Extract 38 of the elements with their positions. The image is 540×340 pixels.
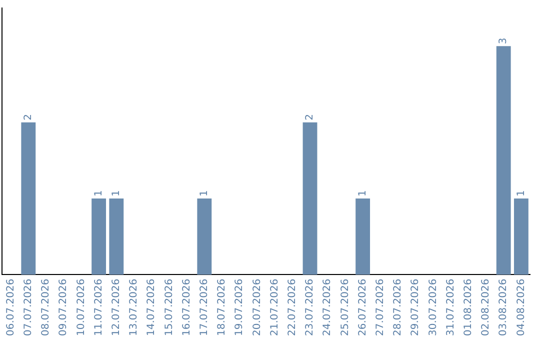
x-tick-label: 23.07.2026 — [304, 278, 316, 336]
x-tick-label: 06.07.2026 — [5, 278, 16, 336]
x-tick-label: 07.07.2026 — [22, 278, 34, 336]
x-tick-label: 08.07.2026 — [40, 278, 52, 336]
x-tick-label: 29.07.2026 — [410, 278, 422, 336]
x-tick-label: 09.07.2026 — [58, 278, 70, 336]
data-label: 1 — [198, 190, 210, 197]
x-tick-label: 11.07.2026 — [93, 278, 104, 336]
x-tick-label: 21.07.2026 — [269, 278, 280, 336]
data-label: 2 — [304, 114, 316, 120]
x-tick-label: 25.07.2026 — [340, 278, 351, 336]
x-tick-label: 12.07.2026 — [110, 278, 122, 336]
x-tick-label: 01.08.2026 — [462, 278, 474, 336]
x-tick-label: 19.07.2026 — [234, 278, 246, 336]
x-tick-label: 13.07.2026 — [128, 278, 140, 336]
x-tick-label: 10.07.2026 — [76, 278, 87, 336]
x-tick-label: 17.07.2026 — [198, 278, 210, 336]
x-tick-label: 14.07.2026 — [146, 278, 158, 336]
data-label: 1 — [93, 190, 104, 197]
x-tick-label: 18.07.2026 — [216, 278, 228, 336]
data-label: 3 — [498, 38, 510, 44]
data-label: 1 — [357, 190, 368, 197]
x-tick-label: 15.07.2026 — [164, 278, 175, 336]
x-tick-label: 03.08.2026 — [498, 278, 510, 336]
x-tick-label: 24.07.2026 — [322, 278, 334, 336]
x-tick-label: 04.08.2026 — [516, 278, 527, 336]
x-tick-label: 26.07.2026 — [357, 278, 368, 336]
x-tick-label: 20.07.2026 — [252, 278, 263, 336]
x-tick-label: 16.07.2026 — [181, 278, 192, 336]
x-tick-label: 30.07.2026 — [428, 278, 439, 336]
data-label: 1 — [110, 190, 122, 197]
x-tick-label: 02.08.2026 — [480, 278, 492, 336]
x-tick-label: 31.07.2026 — [445, 278, 456, 336]
data-label: 2 — [22, 114, 34, 120]
x-tick-label: 27.07.2026 — [374, 278, 386, 336]
x-tick-label: 28.07.2026 — [392, 278, 404, 336]
x-tick-label: 22.07.2026 — [286, 278, 298, 336]
data-label: 1 — [516, 190, 527, 197]
